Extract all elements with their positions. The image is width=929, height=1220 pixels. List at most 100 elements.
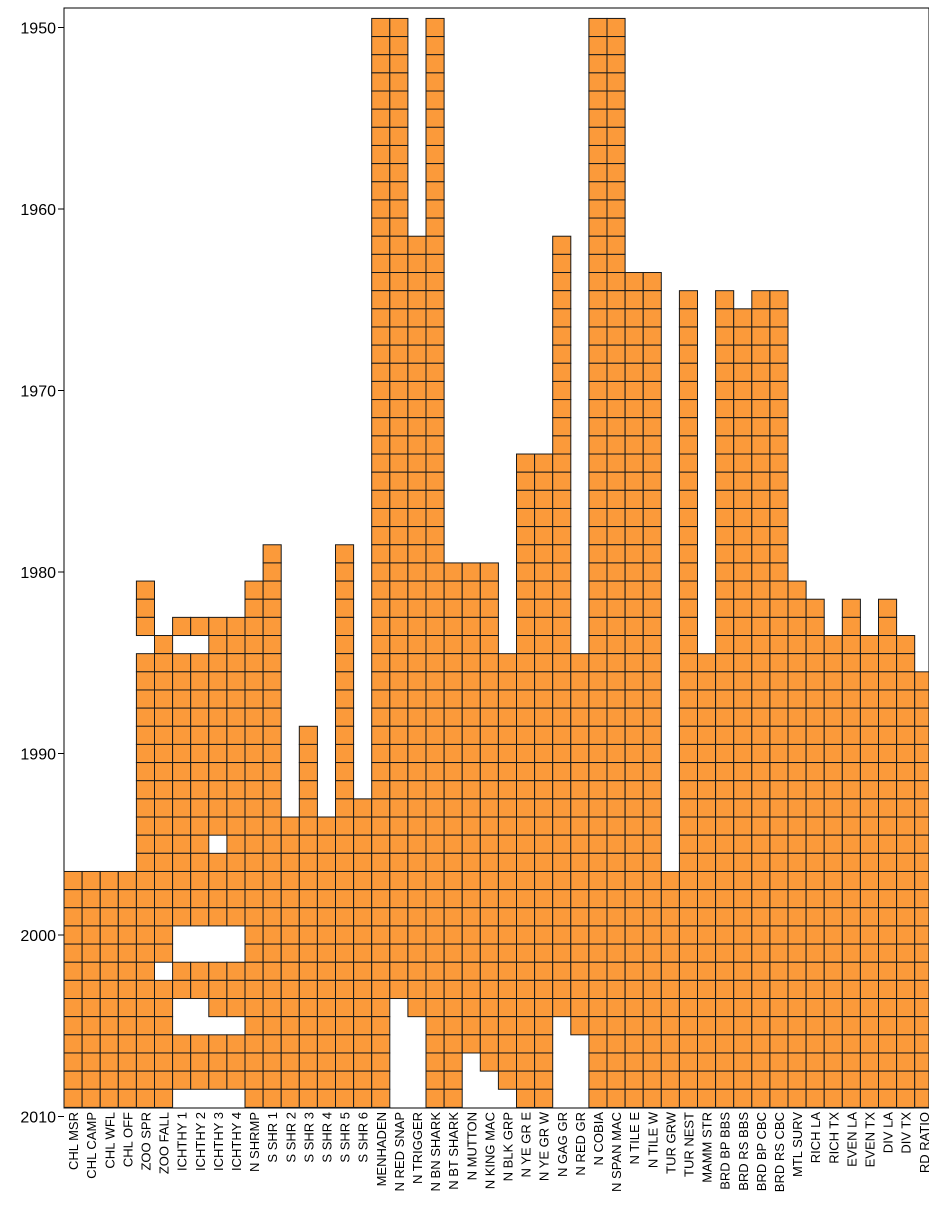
cell: [733, 798, 753, 818]
cell: [244, 907, 264, 927]
cell: [624, 889, 644, 909]
cell: [624, 689, 644, 709]
cell: [425, 290, 445, 310]
cell: [588, 489, 608, 509]
cell: [534, 1034, 554, 1054]
cell: [443, 562, 463, 582]
cell: [588, 544, 608, 564]
cell: [751, 362, 771, 382]
cell: [534, 635, 554, 655]
cell: [769, 399, 789, 419]
cell: [733, 743, 753, 764]
cell: [805, 616, 825, 637]
cell: [805, 889, 825, 909]
cell: [715, 507, 735, 528]
cell: [443, 1106, 463, 1109]
cell: [335, 925, 355, 945]
cell: [841, 1106, 861, 1109]
cell: [823, 689, 843, 709]
cell: [425, 308, 445, 328]
x-tick-label: N TILE W: [645, 1111, 660, 1168]
cell: [914, 816, 929, 836]
x-tick-label: N SHRMP: [247, 1112, 262, 1172]
cell: [588, 344, 608, 364]
cell: [497, 762, 517, 782]
cell: [425, 925, 445, 945]
cell: [407, 417, 427, 437]
cell: [425, 889, 445, 909]
cell: [733, 889, 753, 909]
cell: [516, 852, 536, 872]
cell: [642, 362, 662, 382]
cell: [389, 435, 409, 455]
cell: [407, 707, 427, 727]
cell: [896, 816, 916, 836]
cell: [606, 998, 626, 1018]
cell: [624, 653, 644, 673]
cell: [190, 616, 210, 637]
cell: [552, 344, 572, 364]
cell: [497, 780, 517, 800]
cell: [461, 925, 481, 945]
cell: [316, 1034, 336, 1054]
cell: [389, 852, 409, 872]
cell: [81, 943, 101, 963]
cell: [316, 961, 336, 981]
cell: [371, 507, 391, 528]
cell: [389, 217, 409, 237]
cell: [63, 907, 83, 927]
cell: [552, 253, 572, 274]
cell: [190, 816, 210, 836]
cell: [371, 598, 391, 618]
cell: [63, 1070, 83, 1090]
cell: [371, 798, 391, 818]
cell: [516, 562, 536, 582]
cell: [262, 1070, 282, 1090]
cell: [660, 1052, 680, 1072]
cell: [896, 1070, 916, 1090]
cell: [244, 979, 264, 1000]
cell: [751, 635, 771, 655]
cell: [606, 943, 626, 963]
cell: [896, 798, 916, 818]
cell: [624, 526, 644, 546]
cell: [733, 344, 753, 364]
cell: [624, 870, 644, 891]
cell: [407, 616, 427, 637]
cell: [823, 653, 843, 673]
cell: [117, 998, 137, 1018]
cell: [552, 562, 572, 582]
cell: [606, 326, 626, 346]
cell: [660, 1016, 680, 1036]
x-tick-label: N BT SHARK: [446, 1112, 461, 1190]
cell: [335, 816, 355, 836]
cell: [461, 780, 481, 800]
cell: [588, 126, 608, 146]
cell: [389, 889, 409, 909]
cell: [697, 671, 717, 691]
cell: [823, 1070, 843, 1090]
cell: [642, 1016, 662, 1036]
cell: [425, 1070, 445, 1090]
cell: [678, 653, 699, 673]
cell: [642, 889, 662, 909]
x-tick-label: ICHTHY 4: [229, 1112, 244, 1171]
cell: [443, 598, 463, 618]
cell: [841, 943, 861, 963]
cell: [624, 635, 644, 655]
cell: [805, 762, 825, 782]
cell: [172, 1052, 192, 1072]
cell: [841, 979, 861, 1000]
cell: [497, 834, 517, 854]
cell: [154, 1052, 174, 1072]
x-tick-label: BRD BP BBS: [718, 1112, 733, 1190]
cell: [660, 1088, 680, 1108]
cell: [190, 852, 210, 872]
cell: [624, 272, 644, 292]
cell: [335, 907, 355, 927]
cell: [588, 780, 608, 800]
cell: [335, 780, 355, 800]
cell: [226, 1034, 246, 1054]
cell: [769, 489, 789, 509]
cell: [389, 598, 409, 618]
